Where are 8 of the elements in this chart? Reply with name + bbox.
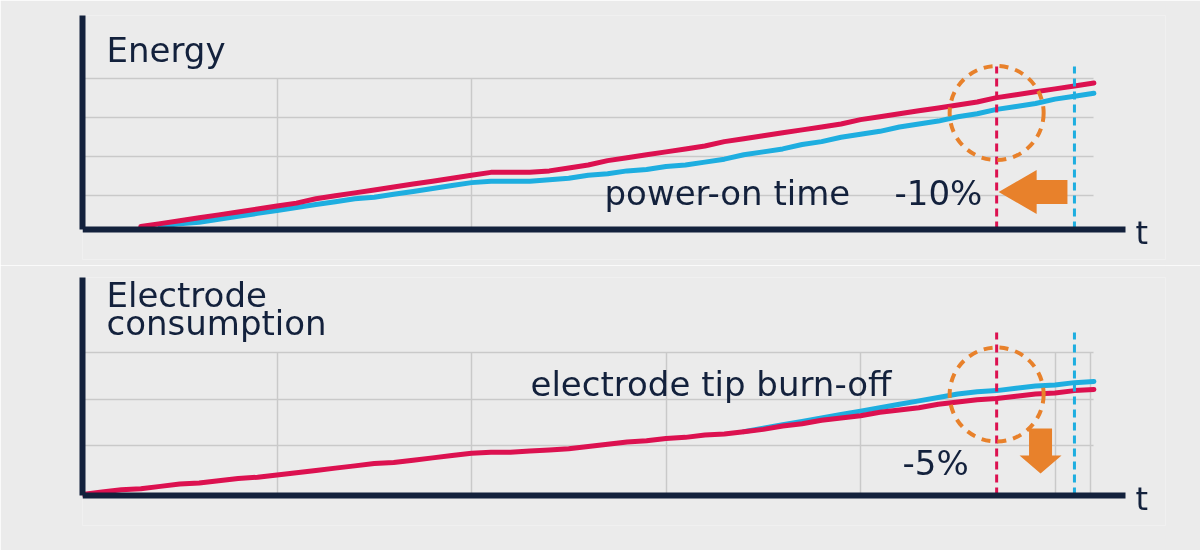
x-axis-title: t — [1135, 213, 1149, 252]
y-axis-title: Electrode consumption — [106, 274, 327, 343]
annotation: -5% — [902, 442, 969, 483]
annotation: power-on time — [604, 173, 851, 213]
x-axis-title: t — [1135, 479, 1149, 518]
annotation: electrode tip burn-off — [530, 363, 894, 404]
y-axis-title: Energy — [106, 29, 226, 70]
annotation: -10% — [894, 173, 983, 213]
